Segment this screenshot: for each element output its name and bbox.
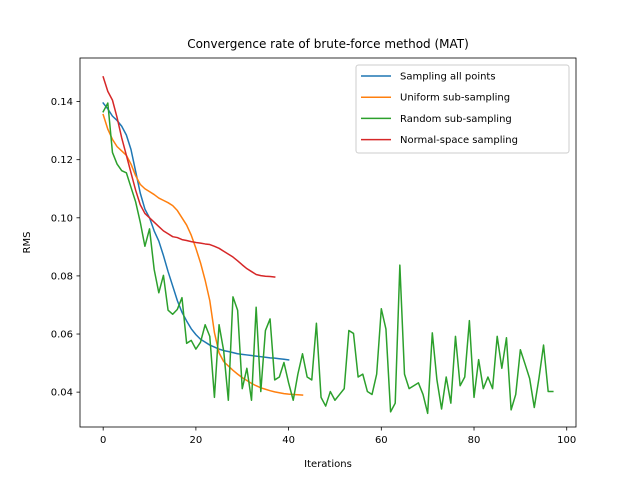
legend-label: Uniform sub-sampling <box>400 93 510 104</box>
legend: Sampling all points Uniform sub-sampling R… <box>355 64 570 154</box>
y-tick-label: 0.10 <box>51 213 73 224</box>
legend-label: Sampling all points <box>400 72 496 83</box>
series-line-3 <box>102 102 554 415</box>
y-tick-label: 0.14 <box>51 97 73 108</box>
y-tick-label: 0.04 <box>51 388 73 399</box>
x-tick-label: 0 <box>100 435 106 446</box>
legend-label: Normal-space sampling <box>400 135 518 146</box>
x-axis-label: Iterations <box>304 459 352 470</box>
x-tick-label: 60 <box>375 435 388 446</box>
legend-box <box>355 64 570 154</box>
y-tick-label: 0.08 <box>51 271 73 282</box>
x-tick-label: 100 <box>557 435 576 446</box>
x-tick-label: 40 <box>282 435 295 446</box>
ticks-layer: 0 20 40 60 80 100 0.04 0.06 0.08 0.10 0.12 0.14 <box>51 97 577 446</box>
series-layer <box>102 75 554 415</box>
y-tick-label: 0.12 <box>51 155 73 166</box>
series-line-4 <box>102 75 276 278</box>
plot-frame <box>79 57 577 428</box>
series-line-2 <box>102 113 304 396</box>
legend-label: Random sub-sampling <box>400 114 512 125</box>
x-tick-label: 80 <box>468 435 481 446</box>
x-tick-label: 20 <box>190 435 203 446</box>
chart-title: Convergence rate of brute-force method (… <box>187 37 469 51</box>
y-axis-label: RMS <box>22 232 33 254</box>
series-line-1 <box>102 101 290 361</box>
y-tick-label: 0.06 <box>51 330 73 341</box>
